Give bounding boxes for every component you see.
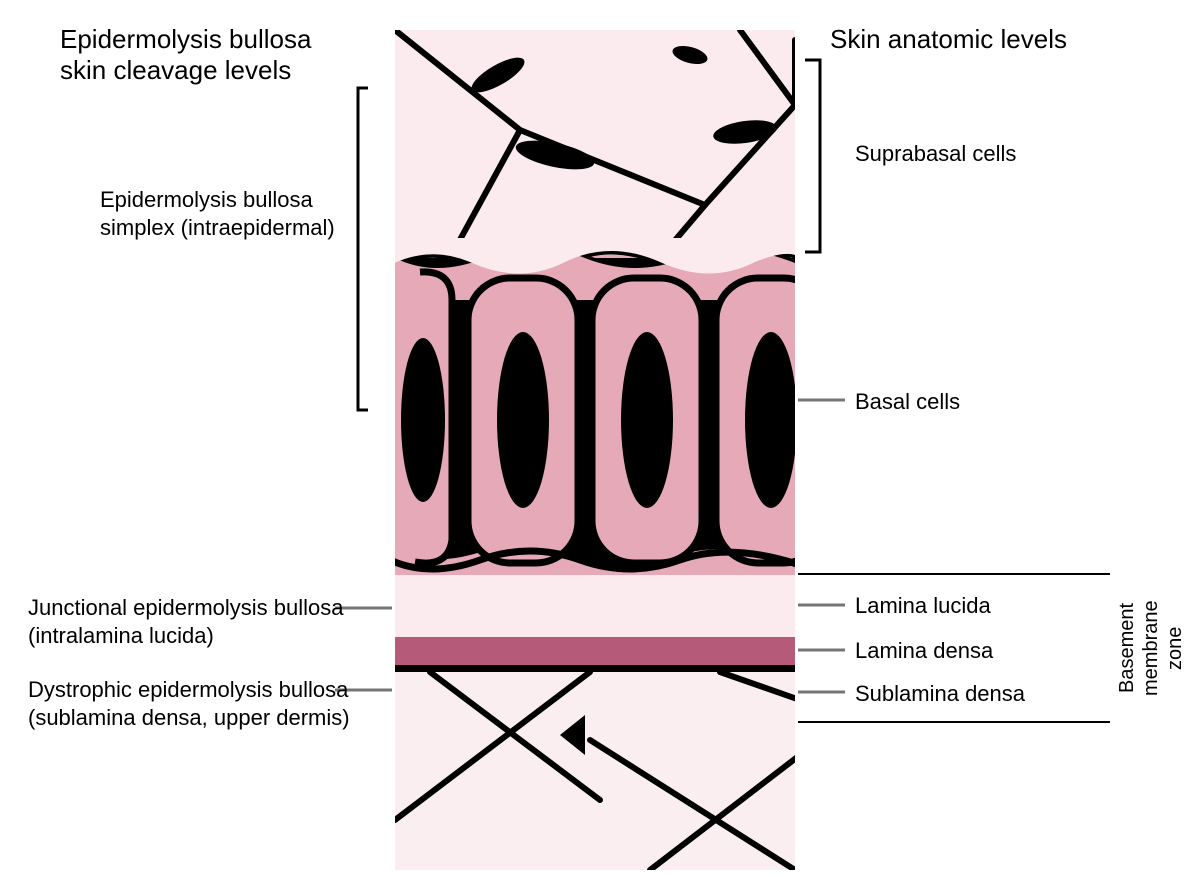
label-lucida: Lamina lucida: [855, 592, 991, 620]
sublamina-densa-layer: [395, 665, 795, 672]
label-suprabasal: Suprabasal cells: [855, 140, 1016, 168]
right-title-text: Skin anatomic levels: [830, 24, 1067, 54]
label-dystrophic: Dystrophic epidermolysis bullosa(sublami…: [28, 676, 358, 731]
label-bmz: Basementmembranezone: [1115, 578, 1187, 718]
right-title: Skin anatomic levels: [830, 24, 1067, 55]
label-basal: Basal cells: [855, 388, 960, 416]
label-junctional: Junctional epidermolysis bullosa(intrala…: [28, 594, 348, 649]
skin-column-illustration: [0, 0, 1200, 875]
lamina-lucida-layer: [395, 575, 795, 637]
lamina-densa-layer: [395, 637, 795, 665]
label-sublamina: Sublamina densa: [855, 680, 1025, 708]
left-bracket-simplex: [358, 88, 368, 410]
right-bracket-suprabasal: [805, 60, 820, 252]
label-densa: Lamina densa: [855, 637, 993, 665]
label-simplex: Epidermolysis bullosasimplex (intraepide…: [100, 186, 350, 241]
left-title-text: Epidermolysis bullosaskin cleavage level…: [60, 24, 311, 85]
left-title: Epidermolysis bullosaskin cleavage level…: [60, 24, 380, 86]
